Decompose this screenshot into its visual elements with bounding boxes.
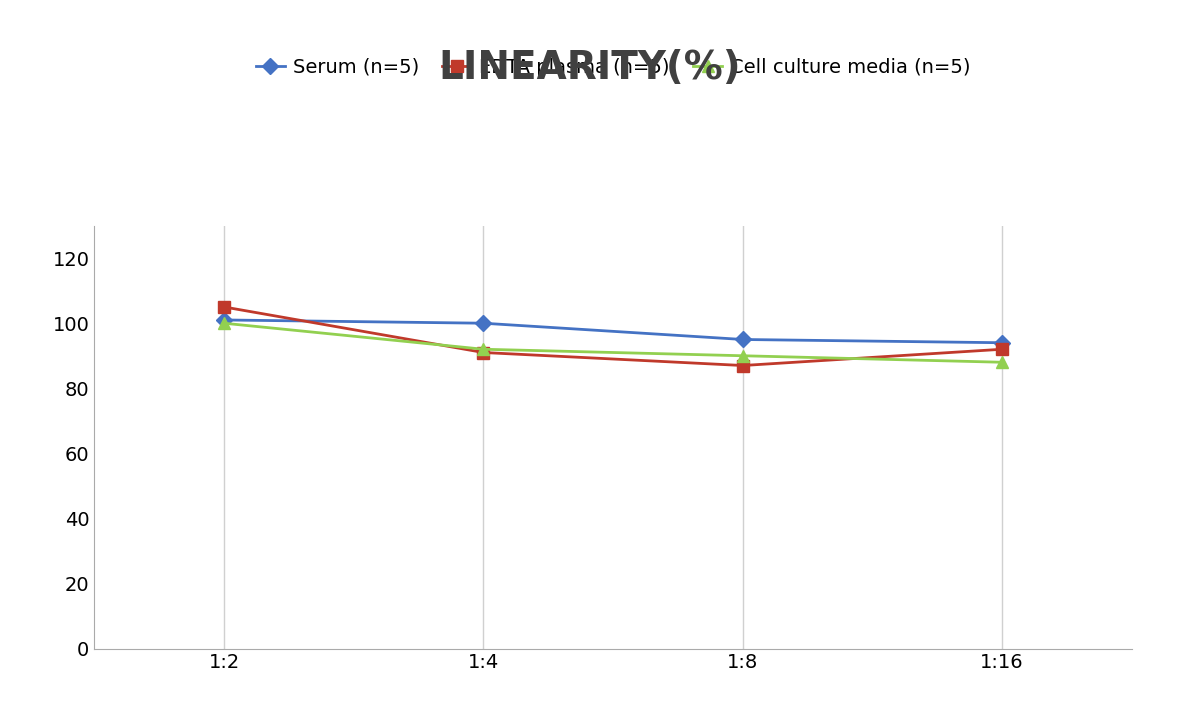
EDTA plasma (n=5)	[736, 361, 750, 369]
Cell culture media (n=5)	[217, 319, 231, 327]
Serum (n=5)	[736, 336, 750, 344]
EDTA plasma (n=5)	[995, 345, 1009, 353]
Cell culture media (n=5)	[995, 358, 1009, 367]
Cell culture media (n=5)	[736, 352, 750, 360]
Line: EDTA plasma (n=5): EDTA plasma (n=5)	[218, 302, 1008, 371]
Serum (n=5)	[476, 319, 490, 327]
Serum (n=5)	[995, 338, 1009, 347]
EDTA plasma (n=5)	[217, 302, 231, 311]
Legend: Serum (n=5), EDTA plasma (n=5), Cell culture media (n=5): Serum (n=5), EDTA plasma (n=5), Cell cul…	[256, 58, 970, 77]
Text: LINEARITY(%): LINEARITY(%)	[439, 49, 740, 87]
Line: Serum (n=5): Serum (n=5)	[218, 314, 1008, 348]
Serum (n=5)	[217, 316, 231, 324]
EDTA plasma (n=5)	[476, 348, 490, 357]
Cell culture media (n=5)	[476, 345, 490, 353]
Line: Cell culture media (n=5): Cell culture media (n=5)	[218, 318, 1008, 368]
